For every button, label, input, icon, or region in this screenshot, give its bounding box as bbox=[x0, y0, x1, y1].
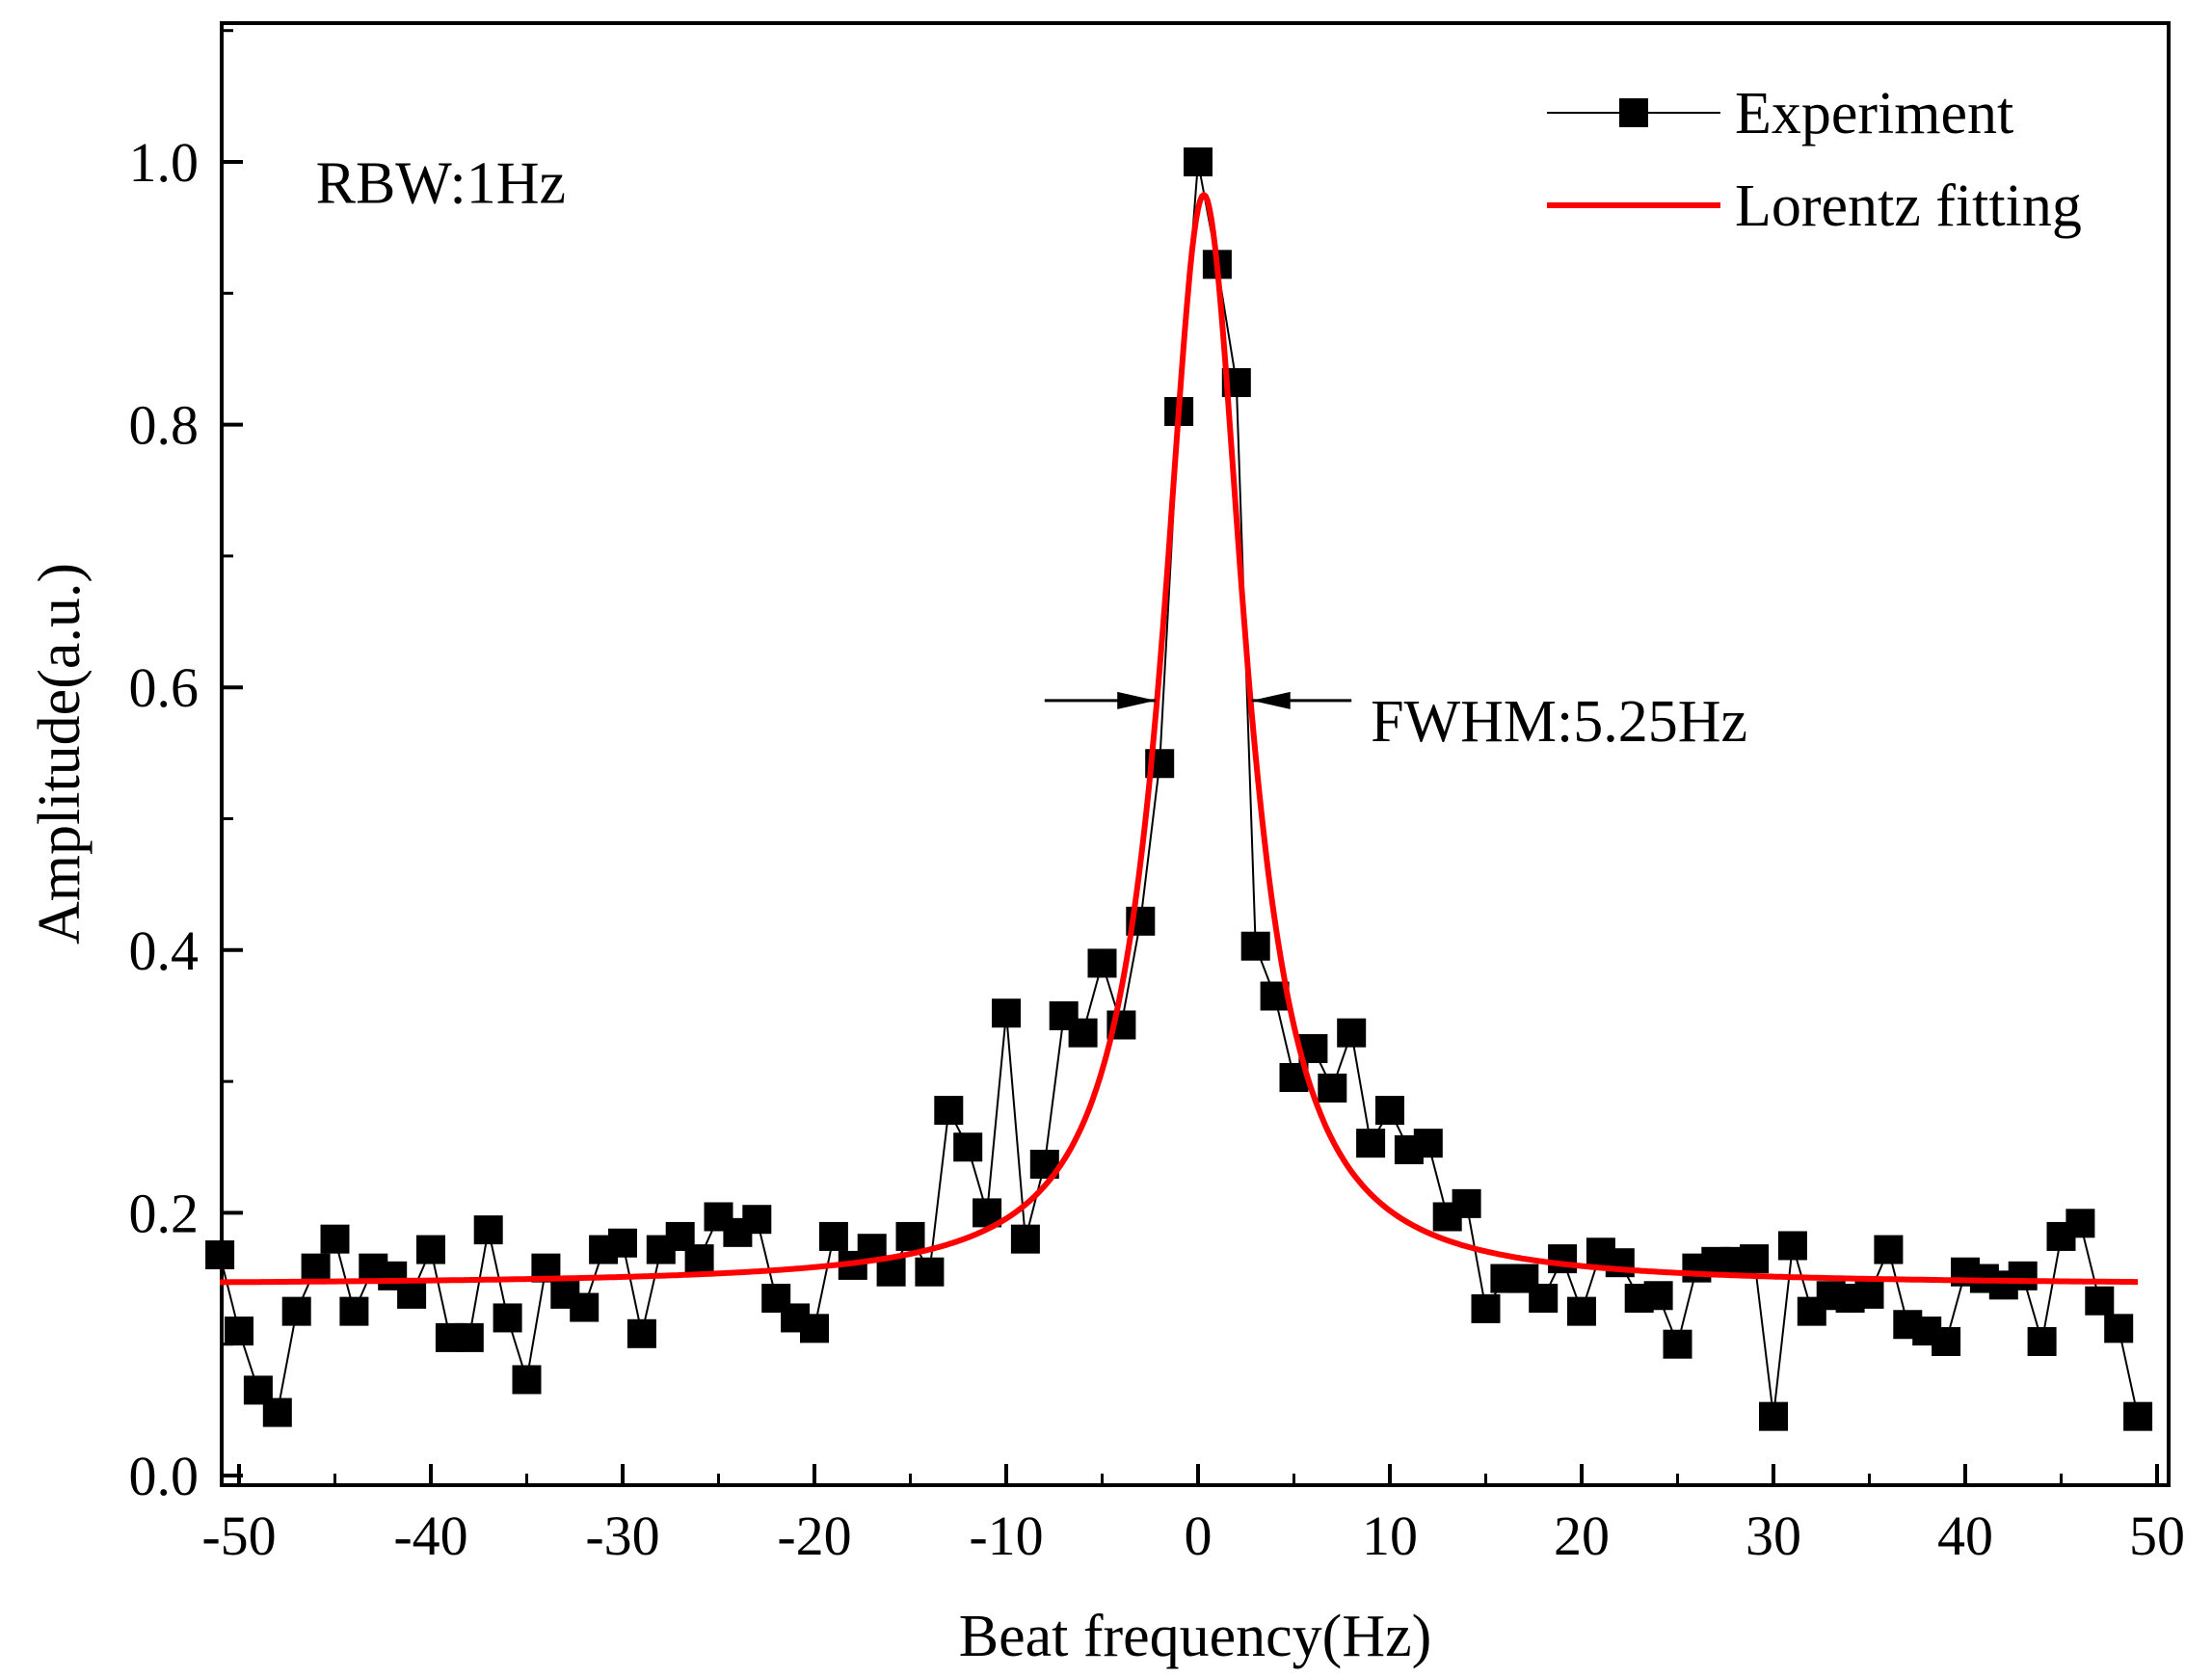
x-tick-label: 30 bbox=[1746, 1504, 1801, 1567]
fwhm-arrow-head bbox=[1117, 691, 1157, 709]
experiment-point bbox=[320, 1224, 350, 1254]
experiment-point bbox=[225, 1317, 253, 1346]
experiment-point bbox=[512, 1365, 542, 1395]
lorentz-fit-line bbox=[219, 192, 2140, 1286]
legend-experiment-label: Experiment bbox=[1735, 81, 2013, 146]
experiment-point bbox=[1010, 1224, 1040, 1254]
annotation-rbw: RBW:1Hz bbox=[316, 150, 566, 216]
experiment-point bbox=[493, 1303, 522, 1333]
fwhm-arrow-head bbox=[1251, 691, 1291, 709]
experiment-point bbox=[2085, 1286, 2115, 1316]
y-tick-label: 0.4 bbox=[129, 919, 200, 982]
experiment-point bbox=[473, 1215, 503, 1245]
experiment-point bbox=[339, 1296, 369, 1326]
experiment-point bbox=[1777, 1231, 1807, 1261]
experiment-point bbox=[1548, 1244, 1578, 1274]
y-axis: 0.0 0.2 0.4 0.6 0.8 1.0 bbox=[129, 29, 243, 1507]
experiment-point bbox=[1452, 1188, 1481, 1218]
experiment-point bbox=[742, 1205, 772, 1235]
experiment-point bbox=[934, 1096, 964, 1126]
experiment-point bbox=[281, 1296, 311, 1326]
plot-frame bbox=[220, 21, 2171, 1487]
y-tick-label: 0.2 bbox=[129, 1182, 200, 1244]
experiment-point bbox=[876, 1257, 906, 1287]
experiment-point bbox=[684, 1244, 714, 1274]
experiment-point bbox=[1337, 1018, 1367, 1048]
experiment-point bbox=[1759, 1401, 1788, 1431]
experiment-point bbox=[570, 1292, 600, 1322]
experiment-point bbox=[895, 1221, 925, 1251]
experiment-point bbox=[1184, 147, 1213, 176]
experiment-point bbox=[205, 1240, 235, 1270]
y-tick-label: 0.8 bbox=[129, 394, 200, 457]
experiment-point bbox=[1375, 1096, 1404, 1126]
experiment-line bbox=[219, 161, 2140, 1417]
y-tick-label: 1.0 bbox=[129, 131, 200, 194]
experiment-point bbox=[800, 1314, 829, 1343]
annotation-fwhm: FWHM:5.25Hz bbox=[1371, 689, 1747, 755]
experiment-point bbox=[1318, 1073, 1347, 1103]
experiment-point bbox=[1087, 948, 1117, 978]
experiment-point bbox=[1529, 1283, 1559, 1313]
x-tick-label: 0 bbox=[1185, 1504, 1213, 1567]
experiment-point bbox=[1413, 1129, 1443, 1158]
experiment-point bbox=[818, 1221, 848, 1251]
experiment-point bbox=[2123, 1401, 2153, 1431]
experiment-point bbox=[301, 1253, 331, 1283]
x-axis: -50 -40 -30 -20 -10 0 10 20 30 40 50 bbox=[201, 1464, 2185, 1567]
experiment-point bbox=[1932, 1326, 1961, 1356]
y-tick-label: 0.0 bbox=[129, 1445, 200, 1507]
experiment-point bbox=[1643, 1281, 1673, 1311]
experiment-point bbox=[1356, 1129, 1386, 1158]
x-tick-label: -30 bbox=[585, 1504, 659, 1567]
experiment-point bbox=[1240, 931, 1270, 961]
series-lorentz-fitting bbox=[219, 192, 2140, 1286]
experiment-point bbox=[397, 1279, 427, 1309]
experiment-point bbox=[2008, 1261, 2038, 1290]
legend-lorentz-label: Lorentz fitting bbox=[1735, 173, 2082, 239]
x-tick-label: 50 bbox=[2129, 1504, 2185, 1567]
experiment-point bbox=[2104, 1314, 2134, 1343]
x-tick-label: -40 bbox=[393, 1504, 467, 1567]
experiment-point bbox=[454, 1322, 484, 1352]
x-tick-label: -20 bbox=[777, 1504, 851, 1567]
x-tick-label: 20 bbox=[1554, 1504, 1610, 1567]
x-axis-title: Beat frequency(Hz) bbox=[959, 1604, 1432, 1669]
experiment-point bbox=[1874, 1235, 1904, 1264]
experiment-point bbox=[608, 1228, 637, 1258]
experiment-point bbox=[915, 1257, 945, 1287]
experiment-point bbox=[1663, 1329, 1692, 1359]
y-tick-label: 0.6 bbox=[129, 656, 200, 719]
experiment-point bbox=[992, 998, 1021, 1028]
experiment-point bbox=[1740, 1244, 1770, 1274]
x-tick-label: -50 bbox=[201, 1504, 276, 1567]
x-tick-label: 10 bbox=[1362, 1504, 1418, 1567]
experiment-point bbox=[262, 1397, 292, 1427]
y-axis-title: Amplitude(a.u.) bbox=[27, 563, 93, 944]
annotations: RBW:1Hz FWHM:5.25Hz bbox=[316, 150, 1747, 754]
experiment-point bbox=[1068, 1018, 1098, 1048]
experiment-point bbox=[953, 1132, 983, 1162]
experiment-point bbox=[626, 1318, 656, 1348]
experiment-point bbox=[1567, 1296, 1596, 1326]
x-tick-label: -10 bbox=[969, 1504, 1043, 1567]
series-experiment bbox=[205, 147, 2153, 1431]
experiment-point bbox=[1471, 1293, 1501, 1323]
x-tick-label: 40 bbox=[1937, 1504, 1993, 1567]
experiment-point bbox=[416, 1235, 445, 1264]
experiment-point bbox=[1854, 1279, 1884, 1309]
legend: Experiment Lorentz fitting bbox=[1547, 81, 2082, 239]
experiment-point bbox=[2065, 1209, 2095, 1238]
legend-experiment-marker bbox=[1619, 98, 1648, 127]
experiment-point bbox=[2027, 1326, 2057, 1356]
